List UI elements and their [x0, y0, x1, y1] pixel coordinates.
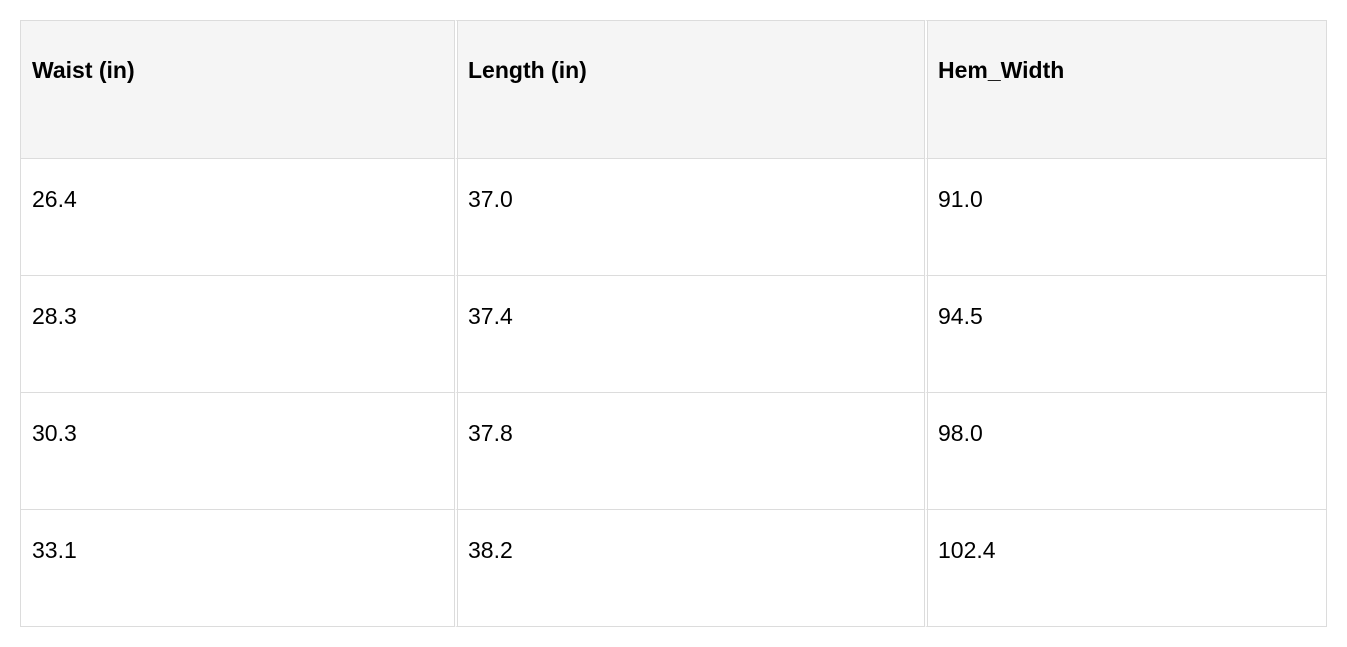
cell-waist: 33.1 [20, 510, 455, 627]
cell-length: 38.2 [455, 510, 925, 627]
table-row: 28.3 37.4 94.5 [20, 276, 1327, 393]
data-table: Waist (in) Length (in) Hem_Width 26.4 37… [20, 20, 1327, 627]
cell-length: 37.8 [455, 393, 925, 510]
cell-waist: 26.4 [20, 159, 455, 276]
header-waist: Waist (in) [20, 20, 455, 159]
table-row: 33.1 38.2 102.4 [20, 510, 1327, 627]
cell-length: 37.0 [455, 159, 925, 276]
cell-hem-width: 94.5 [925, 276, 1327, 393]
cell-hem-width: 98.0 [925, 393, 1327, 510]
header-row: Waist (in) Length (in) Hem_Width [20, 20, 1327, 159]
cell-waist: 30.3 [20, 393, 455, 510]
header-hem-width: Hem_Width [925, 20, 1327, 159]
header-length: Length (in) [455, 20, 925, 159]
cell-waist: 28.3 [20, 276, 455, 393]
cell-length: 37.4 [455, 276, 925, 393]
table-row: 26.4 37.0 91.0 [20, 159, 1327, 276]
cell-hem-width: 102.4 [925, 510, 1327, 627]
cell-hem-width: 91.0 [925, 159, 1327, 276]
table-row: 30.3 37.8 98.0 [20, 393, 1327, 510]
